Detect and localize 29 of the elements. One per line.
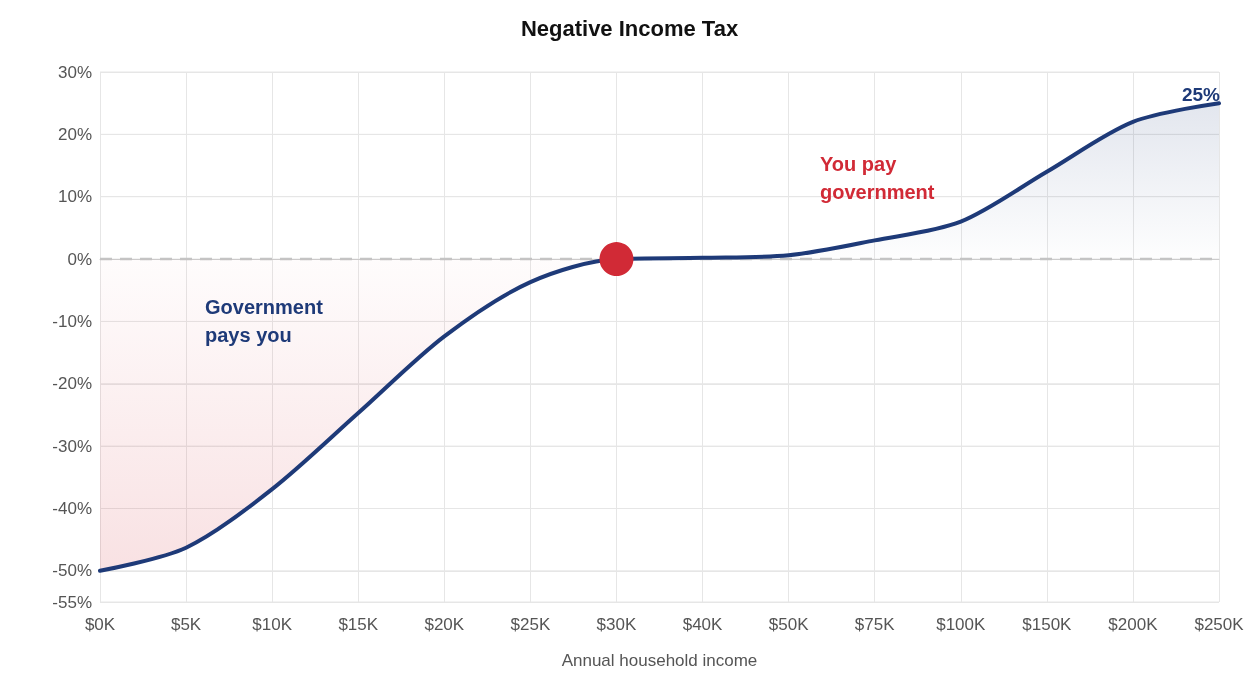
y-tick-label: -50%	[52, 561, 92, 581]
y-tick-label: -40%	[52, 498, 92, 518]
x-tick-label: $0K	[84, 615, 116, 634]
y-tick-label: -20%	[52, 374, 92, 394]
x-tick-label: $75K	[854, 615, 896, 634]
x-tick-label: $50K	[768, 615, 810, 634]
y-tick-label: -10%	[52, 311, 92, 331]
annotation: You pay government	[820, 153, 935, 203]
x-tick-label: $150K	[1022, 615, 1073, 634]
chart-title: Negative Income Tax	[520, 15, 739, 41]
y-tick-label: 30%	[57, 62, 92, 82]
data-label: 25%	[1181, 84, 1221, 106]
x-tick-label: $200K	[1108, 615, 1159, 634]
y-tick-label: 10%	[57, 187, 92, 207]
x-tick-label: $10K	[252, 615, 293, 634]
y-tick-label: 20%	[57, 124, 92, 144]
y-tick-label: -30%	[52, 436, 92, 456]
x-tick-label: $40K	[682, 615, 724, 634]
x-tick-label: $100K	[936, 615, 986, 634]
x-tick-label: $20K	[424, 615, 465, 634]
x-tick-label: $25K	[510, 615, 551, 634]
x-tick-label: $250K	[1194, 615, 1245, 634]
y-tick-label: -55%	[52, 592, 92, 612]
x-axis-title: Annual household income	[561, 651, 758, 670]
x-tick-label: $30K	[596, 615, 637, 634]
x-tick-label: $15K	[338, 615, 379, 634]
y-tick-label: 0%	[67, 249, 92, 269]
x-tick-label: $5K	[170, 615, 202, 634]
annotation: Government pays you	[205, 296, 329, 346]
